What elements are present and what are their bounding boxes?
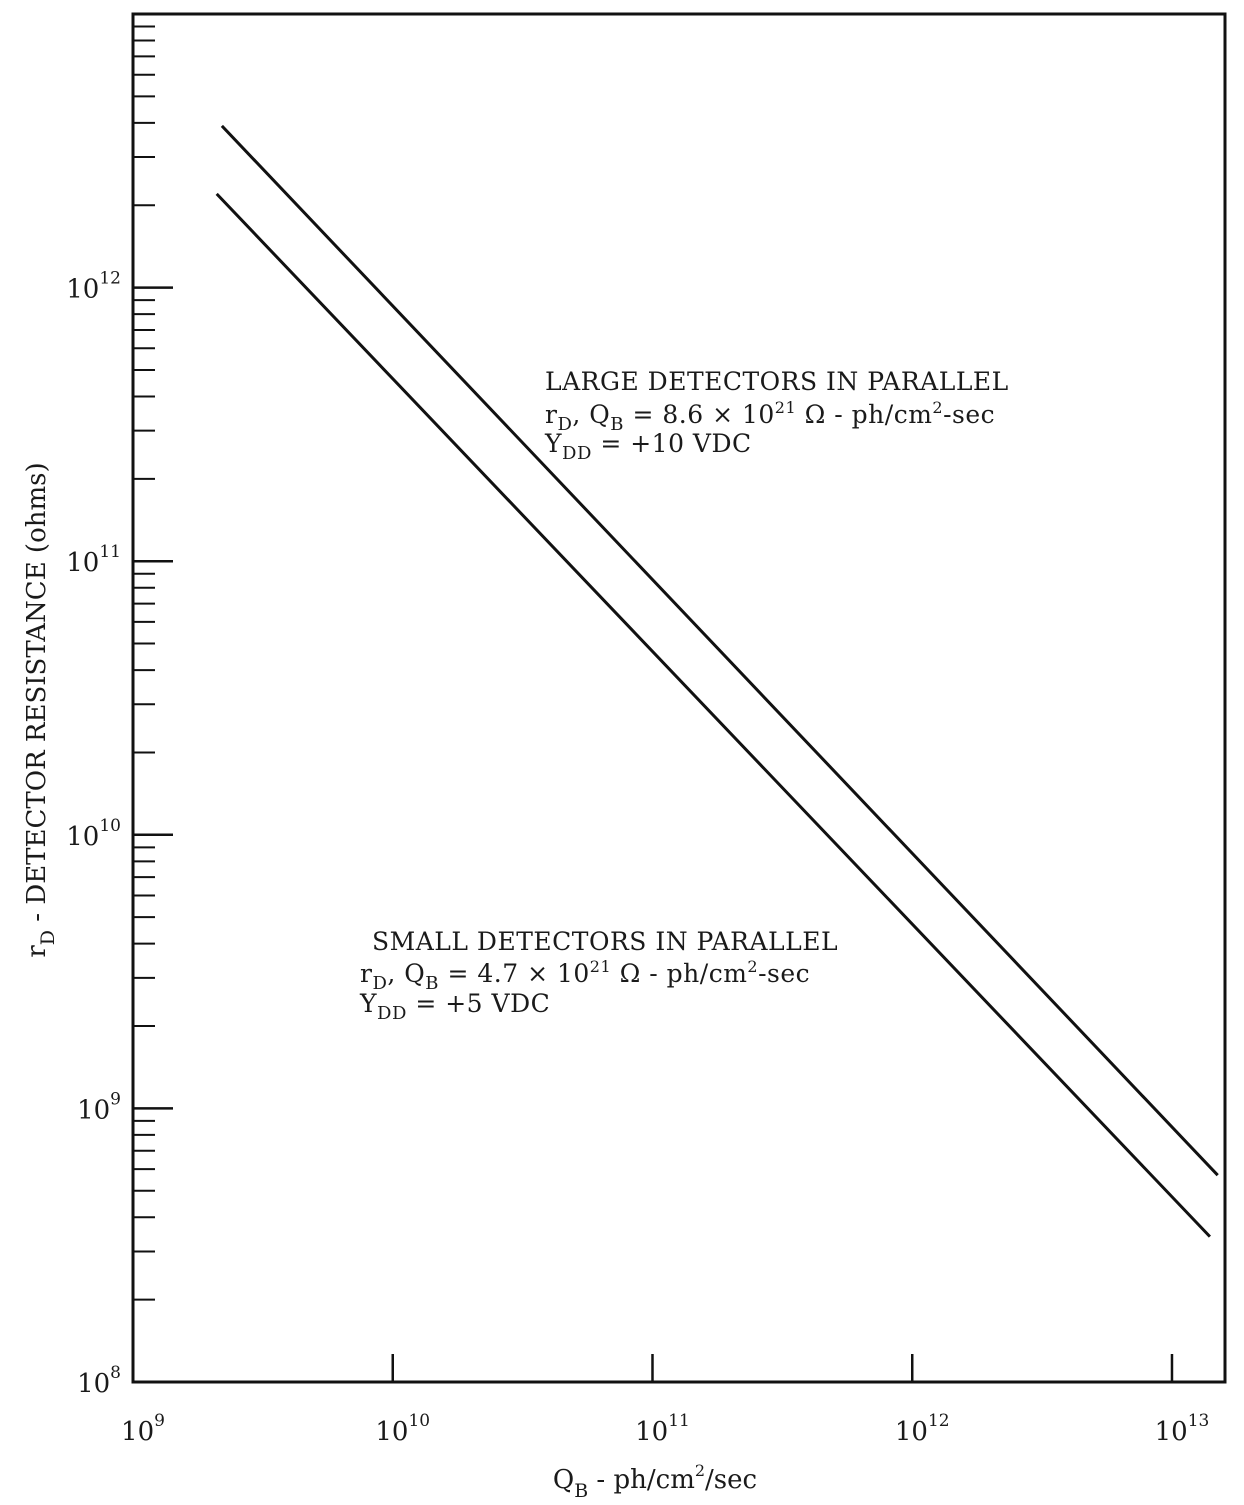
y-major-ticks: 108 109 1010 1011 1012	[66, 269, 173, 1399]
y-axis-label-sub: D	[37, 930, 59, 945]
annotation-large-detectors: LARGE DETECTORS IN PARALLEL rD, QB = 8.6…	[544, 367, 1009, 464]
y-tick-label: 1012	[66, 269, 121, 305]
x-tick-label: 1013	[1155, 1411, 1210, 1447]
annotation-small-constant: rD, QB = 4.7 × 1021 Ω - ph/cm2-sec	[360, 957, 810, 994]
x-tick-label: 1012	[895, 1411, 950, 1447]
annotation-large-voltage: YDD = +10 VDC	[544, 429, 752, 464]
x-axis-label-main: Q	[553, 1465, 574, 1495]
y-tick-label: 1010	[66, 816, 121, 852]
annotation-small-title: SMALL DETECTORS IN PARALLEL	[372, 927, 838, 956]
x-tick-label: 109	[121, 1411, 165, 1447]
y-minor-ticks	[133, 25, 155, 1301]
annotation-large-constant: rD, QB = 8.6 × 1021 Ω - ph/cm2-sec	[545, 398, 995, 435]
y-tick-label: 108	[77, 1363, 121, 1399]
y-tick-label: 109	[77, 1089, 121, 1125]
annotation-large-title: LARGE DETECTORS IN PARALLEL	[545, 367, 1009, 396]
series-group	[215, 124, 1219, 1238]
x-tick-label: 1010	[375, 1411, 430, 1447]
x-axis-label-rest1: - ph/cm	[588, 1465, 695, 1495]
y-axis-label-rest: - DETECTOR RESISTANCE (ohms)	[22, 462, 52, 930]
annotation-small-detectors: SMALL DETECTORS IN PARALLEL rD, QB = 4.7…	[359, 927, 838, 1024]
annotation-small-voltage: YDD = +5 VDC	[359, 989, 550, 1024]
y-axis-label: rD - DETECTOR RESISTANCE (ohms)	[22, 462, 59, 957]
x-axis-label-sub: B	[574, 1480, 588, 1502]
x-axis-label-rest2: /sec	[705, 1465, 757, 1495]
series-line-1	[220, 124, 1219, 1177]
x-major-ticks: 109 1010 1011 1012 1013	[121, 1354, 1209, 1447]
y-axis-label-main: r	[22, 945, 52, 958]
series-line-2	[215, 192, 1211, 1238]
plot-frame	[131, 12, 1227, 1384]
y-tick-label: 1011	[66, 542, 121, 578]
x-tick-label: 1011	[635, 1411, 690, 1447]
x-axis-label-sup: 2	[695, 1461, 705, 1480]
x-axis-label: QB - ph/cm2/sec	[553, 1461, 757, 1502]
